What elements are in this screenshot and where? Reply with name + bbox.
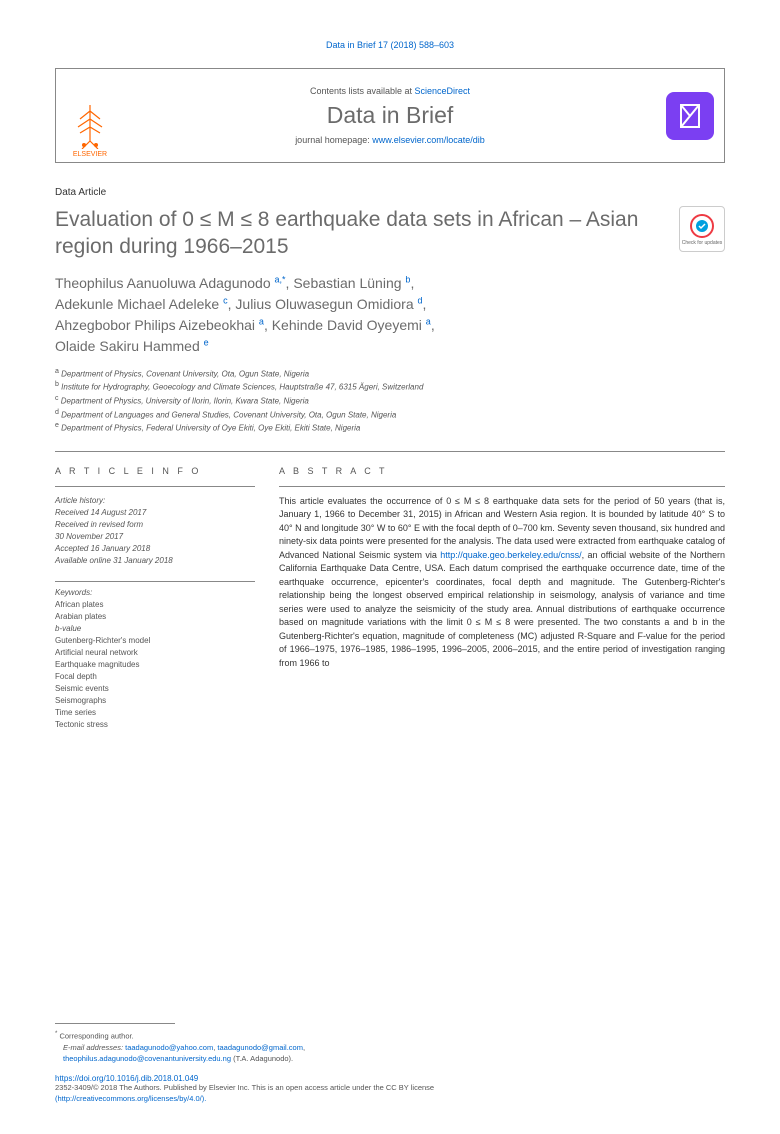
- homepage-link[interactable]: www.elsevier.com/locate/dib: [372, 135, 485, 145]
- author-3: Adekunle Michael Adeleke: [55, 296, 219, 312]
- crossmark-badge[interactable]: Check for updates: [679, 206, 725, 252]
- article-info-column: A R T I C L E I N F O Article history: R…: [55, 466, 255, 731]
- keyword-item: African plates: [55, 599, 255, 611]
- keyword-item: Seismographs: [55, 695, 255, 707]
- masthead-center: Contents lists available at ScienceDirec…: [124, 69, 656, 162]
- history-online: Available online 31 January 2018: [55, 555, 255, 567]
- author-6: Kehinde David Oyeyemi: [272, 317, 422, 333]
- keyword-item: Time series: [55, 707, 255, 719]
- section-divider: [55, 451, 725, 452]
- keywords-divider: [55, 581, 255, 582]
- corr-label: Corresponding author.: [59, 1031, 133, 1040]
- corresponding-author-block: * Corresponding author. E-mail addresses…: [55, 1030, 725, 1064]
- keyword-item: Earthquake magnitudes: [55, 659, 255, 671]
- author-3-aff: c: [223, 295, 228, 305]
- publisher-logo-block: ELSEVIER: [56, 69, 124, 162]
- keyword-item: Artificial neural network: [55, 647, 255, 659]
- abstract-divider: [279, 486, 725, 487]
- copyright-line: 2352-3409/© 2018 The Authors. Published …: [55, 1083, 725, 1104]
- affiliation-e: Department of Physics, Federal Universit…: [61, 424, 360, 433]
- history-label: Article history:: [55, 495, 255, 507]
- journal-logo-icon: [666, 92, 714, 140]
- publisher-name: ELSEVIER: [73, 151, 107, 158]
- abstract-link[interactable]: http://quake.geo.berkeley.edu/cnss/: [440, 550, 581, 560]
- doi-link[interactable]: https://doi.org/10.1016/j.dib.2018.01.04…: [55, 1074, 725, 1083]
- email-suffix: (T.A. Adagunodo).: [231, 1054, 293, 1063]
- affiliation-a: Department of Physics, Covenant Universi…: [61, 369, 309, 378]
- author-5-aff: a: [259, 316, 264, 326]
- affiliation-d: Department of Languages and General Stud…: [61, 410, 396, 419]
- contents-available-line: Contents lists available at ScienceDirec…: [124, 86, 656, 96]
- corr-marker: *: [55, 1031, 57, 1037]
- masthead-right: [656, 69, 724, 162]
- keyword-item: Seismic events: [55, 683, 255, 695]
- email-link-2[interactable]: taadagunodo@gmail.com: [217, 1043, 303, 1052]
- author-1: Theophilus Aanuoluwa Adagunodo: [55, 275, 271, 291]
- history-received: Received 14 August 2017: [55, 507, 255, 519]
- article-info-heading: A R T I C L E I N F O: [55, 466, 255, 476]
- keywords-list: African plates Arabian plates b-value Gu…: [55, 599, 255, 731]
- email-label: E-mail addresses:: [63, 1043, 125, 1052]
- author-5: Ahzegbobor Philips Aizebeokhai: [55, 317, 255, 333]
- history-revised-date: 30 November 2017: [55, 531, 255, 543]
- affiliations-block: a Department of Physics, Covenant Univer…: [55, 367, 725, 435]
- author-4-aff: d: [418, 295, 423, 305]
- keyword-item: Tectonic stress: [55, 719, 255, 731]
- footer: * Corresponding author. E-mail addresses…: [55, 1023, 725, 1104]
- abstract-heading: A B S T R A C T: [279, 466, 725, 476]
- abstract-column: A B S T R A C T This article evaluates t…: [279, 466, 725, 731]
- license-link[interactable]: (http://creativecommons.org/licenses/by/…: [55, 1094, 206, 1103]
- author-6-aff: a: [426, 316, 431, 326]
- affiliation-c: Department of Physics, University of Ilo…: [61, 397, 309, 406]
- author-1-aff: a,*: [275, 274, 286, 284]
- abstract-text: This article evaluates the occurrence of…: [279, 495, 725, 671]
- history-accepted: Accepted 16 January 2018: [55, 543, 255, 555]
- email-link-1[interactable]: taadagunodo@yahoo.com: [125, 1043, 213, 1052]
- info-divider: [55, 486, 255, 487]
- keywords-label: Keywords:: [55, 588, 255, 597]
- history-revised: Received in revised form: [55, 519, 255, 531]
- sciencedirect-link[interactable]: ScienceDirect: [415, 86, 471, 96]
- keyword-item: Gutenberg-Richter's model: [55, 635, 255, 647]
- copyright-text: 2352-3409/© 2018 The Authors. Published …: [55, 1083, 434, 1092]
- keyword-item: b-value: [55, 623, 255, 635]
- homepage-line: journal homepage: www.elsevier.com/locat…: [124, 135, 656, 145]
- contents-prefix: Contents lists available at: [310, 86, 415, 96]
- author-2-aff: b: [405, 274, 410, 284]
- keyword-item: Focal depth: [55, 671, 255, 683]
- article-type: Data Article: [55, 187, 725, 198]
- header-citation: Data in Brief 17 (2018) 588–603: [55, 40, 725, 50]
- elsevier-tree-icon: [68, 101, 112, 149]
- abstract-part2: , an official website of the Northern Ca…: [279, 550, 725, 668]
- keyword-item: Arabian plates: [55, 611, 255, 623]
- email-link-3[interactable]: theophilus.adagunodo@covenantuniversity.…: [63, 1054, 231, 1063]
- author-7-aff: e: [204, 337, 209, 347]
- homepage-prefix: journal homepage:: [295, 135, 372, 145]
- footer-divider: [55, 1023, 175, 1024]
- article-title: Evaluation of 0 ≤ M ≤ 8 earthquake data …: [55, 206, 667, 261]
- affiliation-b: Institute for Hydrography, Geoecology an…: [61, 383, 423, 392]
- author-7: Olaide Sakiru Hammed: [55, 338, 200, 354]
- article-history: Article history: Received 14 August 2017…: [55, 495, 255, 567]
- journal-name: Data in Brief: [124, 102, 656, 129]
- author-4: Julius Oluwasegun Omidiora: [235, 296, 413, 312]
- crossmark-label: Check for updates: [682, 240, 723, 246]
- authors-block: Theophilus Aanuoluwa Adagunodo a,*, Seba…: [55, 273, 725, 357]
- author-2: Sebastian Lüning: [293, 275, 401, 291]
- masthead: ELSEVIER Contents lists available at Sci…: [55, 68, 725, 163]
